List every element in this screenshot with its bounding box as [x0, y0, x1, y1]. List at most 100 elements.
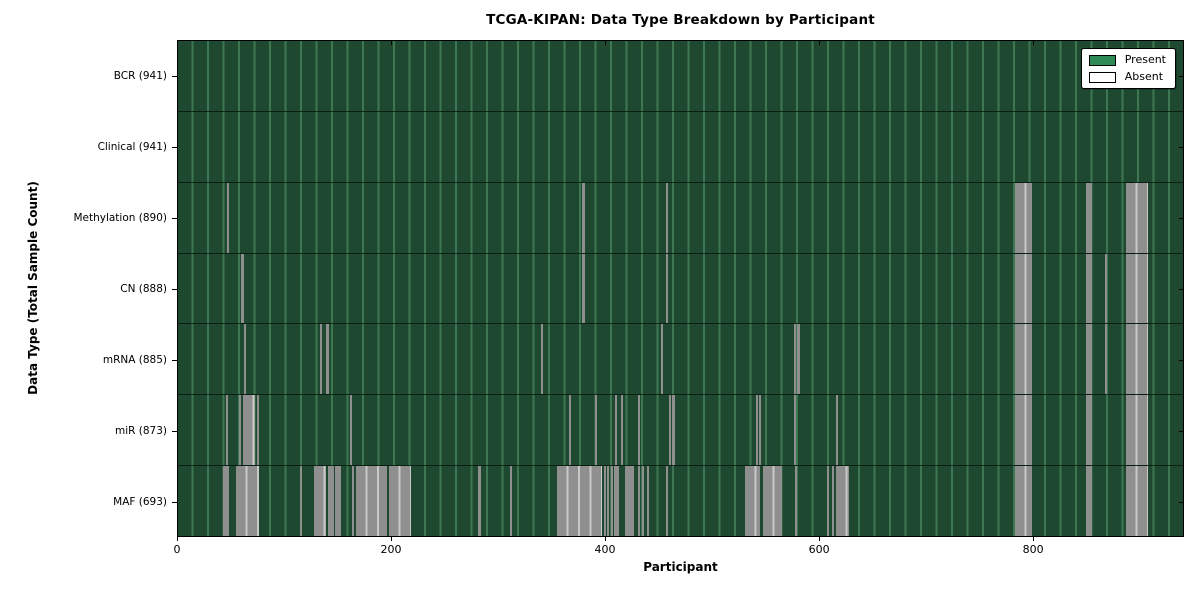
absent-segment	[244, 324, 247, 395]
absent-segment	[797, 324, 800, 395]
absent-segment	[604, 466, 607, 537]
absent-segment	[478, 466, 482, 537]
absent-segment	[352, 466, 355, 537]
x-tick-mark	[391, 41, 393, 45]
x-tick-label: 200	[380, 543, 402, 556]
absent-segment	[1015, 324, 1033, 395]
x-tick-label: 0	[173, 543, 181, 556]
absent-segment	[1126, 466, 1148, 537]
absent-segment	[763, 466, 783, 537]
absent-segment	[795, 466, 798, 537]
present-swatch	[1088, 54, 1116, 66]
y-tick-mark	[172, 359, 177, 361]
absent-segment	[613, 466, 620, 537]
absent-segment	[1085, 324, 1093, 395]
absent-segment	[666, 182, 669, 253]
heatmap-row-miR	[178, 395, 1183, 467]
absent-segment	[581, 182, 585, 253]
absent-segment	[1105, 253, 1108, 324]
absent-segment	[1085, 395, 1093, 466]
heatmap-row-Methylation	[178, 182, 1183, 254]
absent-swatch	[1088, 71, 1116, 83]
absent-segment	[672, 395, 675, 466]
absent-segment	[666, 253, 669, 324]
heatmap-row-MAF	[178, 466, 1183, 537]
absent-segment	[1126, 395, 1148, 466]
absent-segment	[1085, 253, 1093, 324]
y-tick-mark	[172, 501, 177, 503]
absent-segment	[669, 395, 672, 466]
absent-segment	[581, 253, 585, 324]
absent-segment	[257, 395, 260, 466]
absent-segment	[621, 395, 624, 466]
absent-segment	[226, 395, 229, 466]
absent-segment	[243, 395, 255, 466]
heatmap-row-CN	[178, 253, 1183, 325]
absent-segment	[758, 395, 762, 466]
absent-segment	[227, 182, 230, 253]
y-tick-label-CN: CN (888)	[120, 282, 167, 295]
absent-segment	[1015, 253, 1033, 324]
heatmap-row-Clinical	[178, 112, 1183, 183]
absent-segment	[1015, 466, 1033, 537]
absent-segment	[827, 466, 830, 537]
absent-segment	[794, 395, 797, 466]
y-tick-label-MAF: MAF (693)	[113, 495, 167, 508]
absent-segment	[235, 466, 260, 537]
absent-segment	[666, 466, 669, 537]
x-tick-label: 400	[594, 543, 616, 556]
y-tick-mark	[172, 430, 177, 432]
y-tick-label-Methylation: Methylation (890)	[73, 211, 167, 224]
absent-segment	[594, 395, 597, 466]
absent-segment	[835, 466, 849, 537]
absent-segment	[326, 324, 329, 395]
x-tick-mark	[1033, 537, 1035, 541]
absent-segment	[349, 395, 353, 466]
absent-segment	[1126, 253, 1148, 324]
legend-label-absent: Absent	[1124, 70, 1164, 83]
absent-segment	[222, 466, 230, 537]
y-tick-mark	[1179, 501, 1184, 503]
absent-segment	[660, 324, 663, 395]
absent-segment	[1126, 182, 1148, 253]
absent-segment	[625, 466, 635, 537]
absent-segment	[646, 466, 649, 537]
heatmap-row-mRNA	[178, 324, 1183, 396]
absent-segment	[638, 395, 641, 466]
absent-segment	[794, 324, 797, 395]
y-tick-mark	[1179, 75, 1184, 77]
x-tick-label: 800	[1022, 543, 1044, 556]
y-tick-mark	[1179, 146, 1184, 148]
absent-segment	[568, 395, 572, 466]
y-tick-mark	[172, 146, 177, 148]
y-tick-mark	[1179, 288, 1184, 290]
x-tick-mark	[819, 537, 821, 541]
absent-segment	[557, 466, 602, 537]
absent-segment	[1105, 324, 1108, 395]
absent-segment	[299, 466, 302, 537]
absent-segment	[238, 395, 241, 466]
y-tick-label-Clinical: Clinical (941)	[97, 140, 167, 153]
absent-segment	[356, 466, 388, 537]
absent-segment	[1085, 466, 1093, 537]
y-tick-mark	[1179, 359, 1184, 361]
x-tick-mark	[605, 537, 607, 541]
y-tick-mark	[172, 75, 177, 77]
y-tick-label-miR: miR (873)	[114, 424, 167, 437]
absent-segment	[614, 395, 617, 466]
absent-segment	[241, 253, 245, 324]
absent-segment	[1085, 182, 1093, 253]
y-tick-label-BCR: BCR (941)	[113, 69, 167, 82]
legend: Present Absent	[1080, 48, 1176, 89]
x-axis-title: Participant	[643, 560, 718, 574]
y-tick-label-mRNA: mRNA (885)	[102, 353, 167, 366]
absent-segment	[745, 466, 761, 537]
x-tick-mark	[177, 41, 178, 45]
absent-segment	[389, 466, 411, 537]
absent-segment	[755, 395, 758, 466]
heatmap-row-BCR	[178, 41, 1183, 112]
absent-segment	[641, 466, 644, 537]
y-tick-mark	[1179, 430, 1184, 432]
absent-segment	[835, 395, 839, 466]
absent-segment	[831, 466, 834, 537]
